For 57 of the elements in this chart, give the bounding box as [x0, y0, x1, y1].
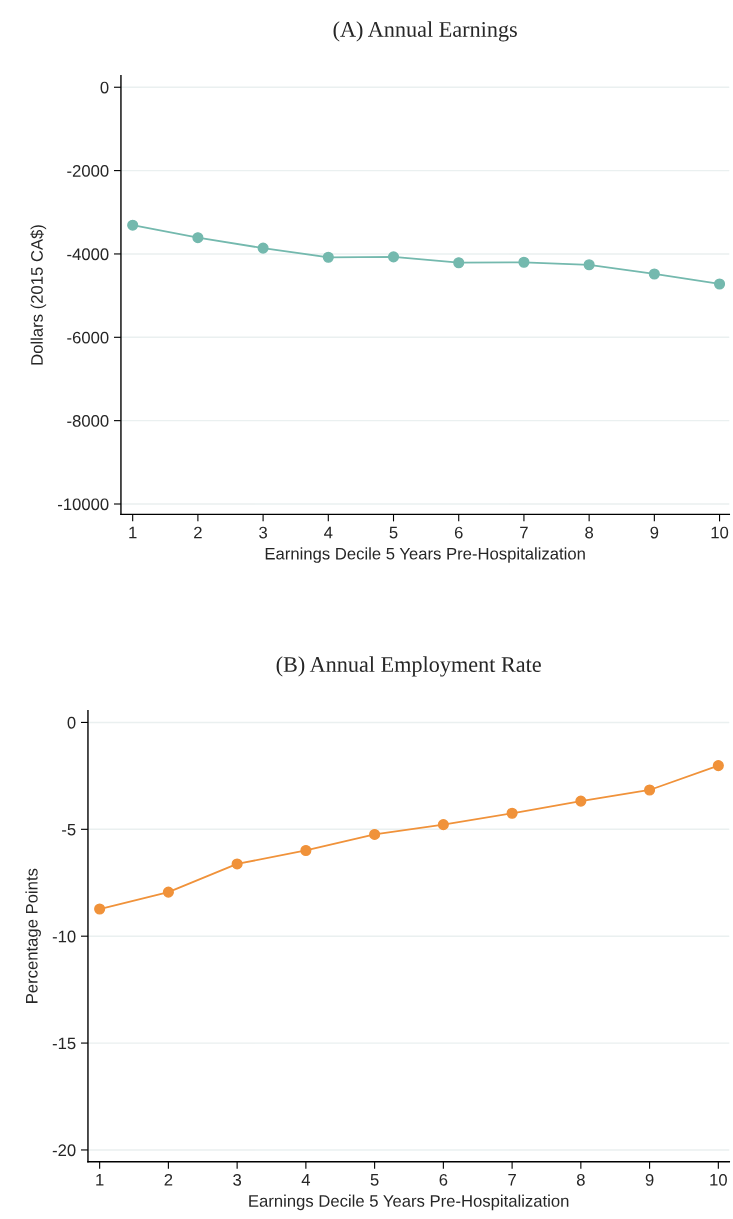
x-tick-label: 7 [520, 526, 528, 539]
x-tick-label: 3 [233, 1173, 242, 1186]
point [300, 844, 312, 857]
x-tick-label: 6 [439, 1173, 448, 1186]
point [257, 242, 269, 254]
x-tick-label: 7 [508, 1174, 516, 1186]
y-tick-label: -15 [52, 1037, 76, 1050]
x-tick-label: 5 [370, 1174, 379, 1186]
x-axis-title: Earnings Decile 5 Years Pre-Hospitalization [249, 1194, 569, 1211]
x-tick-label: 9 [645, 1173, 654, 1186]
y-tick-label: 0 [100, 81, 109, 94]
point [94, 903, 106, 915]
point [231, 858, 243, 870]
point [575, 795, 587, 807]
x-tick-label: 3 [259, 526, 267, 539]
y-tick-label: -10000 [57, 498, 109, 511]
point [437, 819, 449, 831]
y-tick-label: -8000 [67, 415, 109, 427]
x-tick-label: 4 [324, 526, 333, 539]
point [387, 251, 400, 263]
chart-title: (A) Annual Earnings [333, 21, 517, 42]
point [506, 807, 518, 819]
x-tick-label: 2 [194, 526, 202, 539]
x-tick-label: 6 [454, 526, 463, 539]
x-tick-label: 8 [585, 526, 594, 539]
point [162, 886, 174, 898]
point [648, 268, 660, 280]
x-tick-label: 5 [389, 526, 398, 539]
x-axis-title: Earnings Decile 5 Years Pre-Hospitalization [265, 547, 585, 563]
point [518, 256, 530, 268]
y-tick-label: -5 [62, 823, 76, 836]
point [453, 257, 465, 269]
y-tick-label: 0 [67, 716, 76, 729]
x-tick-label: 2 [164, 1173, 173, 1186]
x-tick-label: 8 [576, 1173, 585, 1186]
chart-title: (B) Annual Employment Rate [276, 656, 541, 677]
x-tick-label: 9 [650, 526, 659, 539]
y-tick-label: -2000 [67, 165, 109, 177]
point [192, 232, 204, 244]
x-tick-label: 10 [710, 1173, 727, 1186]
x-tick-label: 4 [301, 1174, 311, 1186]
y-tick-label: -10 [52, 930, 76, 943]
point [583, 259, 595, 271]
point [369, 828, 381, 840]
x-tick-label: 1 [129, 526, 137, 539]
x-tick-label: 10 [711, 526, 729, 539]
y-tick-label: -4000 [67, 248, 109, 261]
point [322, 251, 334, 263]
point [713, 278, 726, 290]
y-axis-title: Dollars (2015 CA$) [30, 225, 47, 365]
point [712, 760, 724, 772]
y-axis-title: Percentage Points [25, 868, 41, 1003]
point [127, 219, 139, 231]
y-tick-label: -6000 [67, 331, 109, 344]
y-tick-label: -20 [52, 1144, 76, 1157]
x-tick-label: 1 [96, 1174, 104, 1186]
point [644, 784, 656, 796]
